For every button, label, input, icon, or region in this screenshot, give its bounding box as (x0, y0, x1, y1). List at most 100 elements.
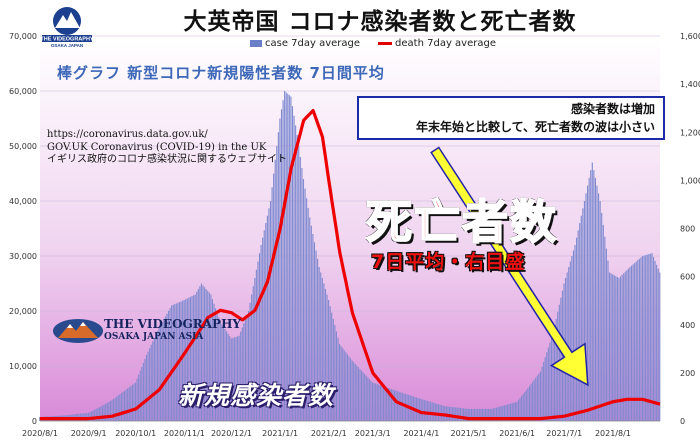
y-right-tick-label: 600 (680, 273, 695, 282)
case-bar (226, 331, 228, 421)
case-bar (632, 264, 634, 421)
case-bar (386, 387, 388, 421)
case-bar (169, 308, 171, 421)
case-bar (116, 396, 118, 421)
case-bar (452, 407, 454, 421)
case-bar (544, 357, 546, 421)
case-bar (211, 299, 214, 421)
case-bar (274, 159, 276, 421)
case-bar (324, 289, 327, 421)
case-bar (550, 337, 553, 421)
case-bar (425, 400, 427, 421)
case-bar (605, 248, 607, 421)
case-bar (174, 304, 176, 421)
case-bar (627, 268, 629, 421)
case-bar (368, 379, 370, 421)
y-left-tick-label: 20,000 (9, 307, 37, 316)
case-bar (285, 92, 287, 421)
case-bar (549, 342, 551, 421)
case-bar (390, 389, 392, 421)
case-bar (456, 407, 458, 421)
case-bar (130, 386, 132, 421)
case-bar (547, 347, 549, 421)
case-bar (346, 354, 348, 421)
case-bar (500, 406, 502, 421)
case-bar (480, 408, 482, 421)
case-bar (230, 338, 232, 421)
case-bar (340, 346, 342, 421)
case-bar (139, 370, 141, 421)
case-bar (215, 308, 217, 421)
case-bar (123, 390, 126, 421)
case-bar (420, 399, 422, 421)
case-bar (243, 323, 245, 421)
case-bar (224, 329, 226, 421)
case-bar (156, 330, 159, 421)
case-bar (359, 368, 361, 421)
case-bar (448, 406, 451, 421)
y-right-tick-label: 200 (680, 369, 695, 378)
case-bar (634, 262, 636, 421)
case-bar (478, 408, 480, 421)
case-bar (472, 408, 474, 421)
legend: case 7day average death 7day average (250, 38, 496, 49)
case-bar (222, 326, 224, 421)
case-bar (238, 335, 240, 421)
case-bar (246, 315, 248, 421)
legend-item-cases: case 7day average (250, 38, 360, 49)
case-bar (555, 318, 557, 421)
case-bar (590, 170, 592, 421)
case-bar (149, 348, 151, 421)
case-bar (419, 398, 421, 421)
y-left-tick-label: 70,000 (9, 32, 37, 41)
case-bar (398, 391, 400, 421)
case-bar (519, 397, 521, 421)
case-bar (254, 278, 256, 421)
case-bar (488, 408, 490, 421)
case-bar (87, 412, 90, 421)
case-bar (629, 267, 631, 421)
case-bar (97, 408, 99, 421)
case-bar (431, 402, 433, 421)
case-bar (329, 306, 331, 421)
case-bar (522, 393, 524, 421)
case-bar (552, 333, 554, 421)
case-bar (530, 383, 532, 421)
case-bar (623, 273, 625, 421)
case-bar (163, 319, 165, 421)
case-bar (100, 406, 102, 421)
case-bar (643, 255, 645, 421)
case-bar (640, 257, 642, 421)
case-bar (646, 254, 648, 421)
case-bar (365, 375, 367, 421)
case-bar (513, 402, 515, 421)
case-bar (450, 406, 452, 421)
case-bar (323, 283, 325, 421)
y-left-tick-label: 30,000 (9, 252, 37, 261)
case-bar (183, 300, 185, 421)
case-bar (348, 356, 350, 421)
x-tick-label: 2021/4/1 (403, 429, 439, 438)
case-bar (466, 408, 468, 421)
case-bar (236, 336, 239, 421)
case-bar (337, 337, 339, 421)
case-bar (313, 242, 316, 421)
annotation-line-1: 感染者数は増加 (570, 102, 655, 116)
x-tick-label: 2020/11/1 (164, 429, 205, 438)
case-bar (437, 404, 440, 421)
case-bar (189, 296, 192, 421)
case-bar (304, 188, 306, 421)
arrow-annotation (430, 146, 589, 387)
x-tick-label: 2021/5/1 (451, 429, 487, 438)
case-bar (423, 399, 425, 421)
case-bar (131, 384, 133, 421)
case-bar (103, 404, 105, 421)
case-bar (426, 400, 429, 421)
case-bar (582, 208, 584, 421)
case-bar (328, 300, 330, 421)
source-desc: イギリス政府のコロナ感染状況に関するウェブサイト (47, 154, 287, 165)
case-bar (227, 333, 229, 421)
case-bar (141, 366, 143, 421)
case-bar (492, 408, 494, 421)
case-bar (499, 406, 501, 421)
